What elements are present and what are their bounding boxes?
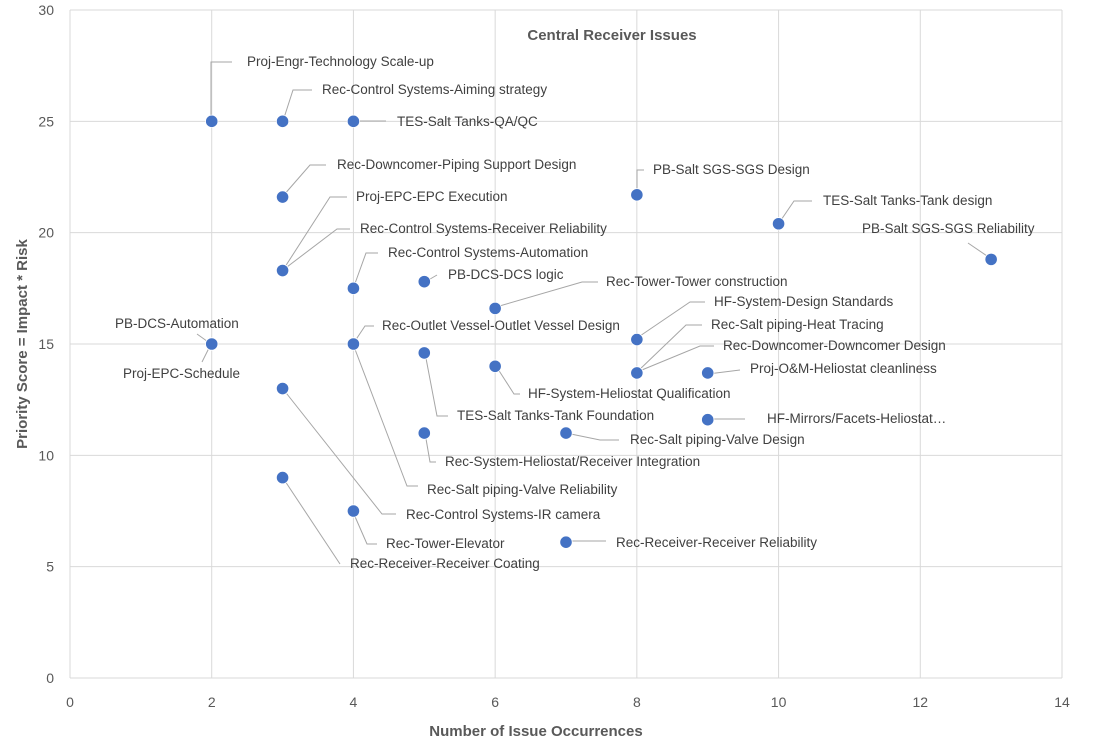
leader-line (282, 164, 326, 197)
data-label: Rec-Control Systems-IR camera (406, 507, 601, 522)
x-tick-label: 2 (208, 694, 216, 710)
data-label: PB-DCS-Automation (115, 316, 239, 331)
y-tick-label: 30 (38, 2, 54, 18)
data-label: Rec-Control Systems-Aiming strategy (322, 82, 547, 97)
data-label: TES-Salt Tanks-Tank Foundation (457, 408, 654, 423)
data-point[interactable] (488, 359, 502, 373)
data-label: Proj-O&M-Heliostat cleanliness (750, 361, 937, 376)
data-label: Rec-Receiver-Receiver Coating (350, 556, 540, 571)
x-tick-label: 8 (633, 694, 641, 710)
leader-line (210, 61, 232, 121)
y-tick-label: 20 (38, 225, 54, 241)
data-point[interactable] (205, 114, 219, 128)
data-label: Rec-Tower-Elevator (386, 536, 505, 551)
leader-line (282, 477, 341, 565)
leader-line (282, 388, 396, 515)
leader-line (636, 345, 714, 373)
data-point[interactable] (275, 470, 290, 485)
data-label: Proj-Engr-Technology Scale-up (247, 54, 434, 69)
data-label: PB-DCS-DCS logic (448, 267, 564, 282)
data-label: Proj-EPC-Schedule (123, 366, 240, 381)
tick-layer: 0 2 4 6 8 10 12 14 0 5 10 15 20 25 30 (38, 2, 1070, 710)
data-label: Rec-System-Heliostat/Receiver Integratio… (445, 454, 700, 469)
data-label: Rec-Control Systems-Receiver Reliability (360, 221, 607, 236)
leader-line (352, 343, 418, 487)
x-tick-label: 10 (771, 694, 787, 710)
data-point[interactable] (346, 504, 361, 518)
y-tick-label: 0 (46, 670, 54, 686)
data-point[interactable] (630, 332, 644, 347)
data-label: HF-System-Heliostat Qualification (528, 386, 731, 401)
y-tick-label: 5 (46, 559, 54, 575)
x-axis-title: Number of Issue Occurrences (429, 723, 642, 740)
data-point[interactable] (275, 263, 290, 278)
data-label: HF-Mirrors/Facets-Heliostat… (767, 411, 946, 426)
data-point[interactable] (701, 366, 715, 380)
chart-title: Central Receiver Issues (527, 27, 696, 44)
leader-line (424, 432, 436, 463)
data-point[interactable] (771, 217, 786, 231)
data-point[interactable] (488, 301, 502, 315)
x-tick-label: 14 (1054, 694, 1070, 710)
data-label: Proj-EPC-EPC Execution (356, 189, 508, 204)
leader-line (495, 281, 598, 308)
leader-line (636, 169, 644, 194)
data-point[interactable] (275, 381, 290, 396)
data-label: TES-Salt Tanks-Tank design (823, 193, 992, 208)
data-label: TES-Salt Tanks-QA/QC (397, 114, 538, 129)
y-tick-label: 15 (38, 336, 54, 352)
data-point[interactable] (346, 114, 361, 128)
data-label: Rec-Receiver-Receiver Reliability (616, 535, 817, 550)
data-point[interactable] (984, 252, 998, 266)
y-tick-label: 25 (38, 113, 54, 129)
data-point[interactable] (275, 190, 290, 204)
leader-line (424, 352, 448, 417)
data-label: Rec-Salt piping-Valve Design (630, 432, 805, 447)
data-label: Rec-Outlet Vessel-Outlet Vessel Design (382, 318, 620, 333)
leader-line (565, 432, 619, 441)
data-point[interactable] (417, 426, 431, 440)
data-point[interactable] (205, 337, 219, 351)
x-tick-label: 0 (66, 694, 74, 710)
point-layer (205, 114, 998, 549)
leader-line (282, 196, 347, 271)
data-label: Rec-Downcomer-Piping Support Design (337, 157, 576, 172)
leader-line (778, 200, 812, 224)
data-point[interactable] (417, 275, 431, 289)
leader-layer (196, 61, 991, 565)
leader-line (282, 89, 312, 122)
data-point[interactable] (630, 188, 644, 202)
data-point[interactable] (701, 413, 715, 427)
y-tick-label: 10 (38, 447, 54, 463)
x-tick-label: 12 (912, 694, 928, 710)
data-label: Rec-Tower-Tower construction (606, 274, 788, 289)
data-point[interactable] (417, 346, 431, 360)
data-label: Rec-Salt piping-Valve Reliability (427, 482, 618, 497)
y-axis-title: Priority Score = Impact * Risk (14, 239, 31, 449)
data-label: Rec-Salt piping-Heat Tracing (711, 317, 884, 332)
data-label: PB-Salt SGS-SGS Reliability (862, 221, 1035, 236)
data-point[interactable] (630, 366, 644, 380)
data-label: Rec-Downcomer-Downcomer Design (723, 338, 946, 353)
label-layer: Proj-Engr-Technology Scale-up Rec-Control… (115, 54, 1035, 571)
leader-line (352, 252, 378, 290)
x-tick-label: 6 (491, 694, 499, 710)
leader-line (282, 228, 350, 271)
data-point[interactable] (346, 337, 361, 351)
data-point[interactable] (346, 281, 361, 295)
data-label: Rec-Control Systems-Automation (388, 245, 588, 260)
data-point[interactable] (559, 426, 573, 440)
leader-line (495, 365, 520, 395)
data-label: PB-Salt SGS-SGS Design (653, 162, 810, 177)
x-tick-label: 4 (350, 694, 358, 710)
leader-line (352, 511, 377, 545)
leader-line (636, 301, 705, 339)
leader-line (352, 325, 374, 345)
data-point[interactable] (275, 114, 290, 128)
leader-line (636, 324, 702, 373)
data-label: HF-System-Design Standards (714, 294, 894, 309)
data-point[interactable] (559, 535, 573, 549)
